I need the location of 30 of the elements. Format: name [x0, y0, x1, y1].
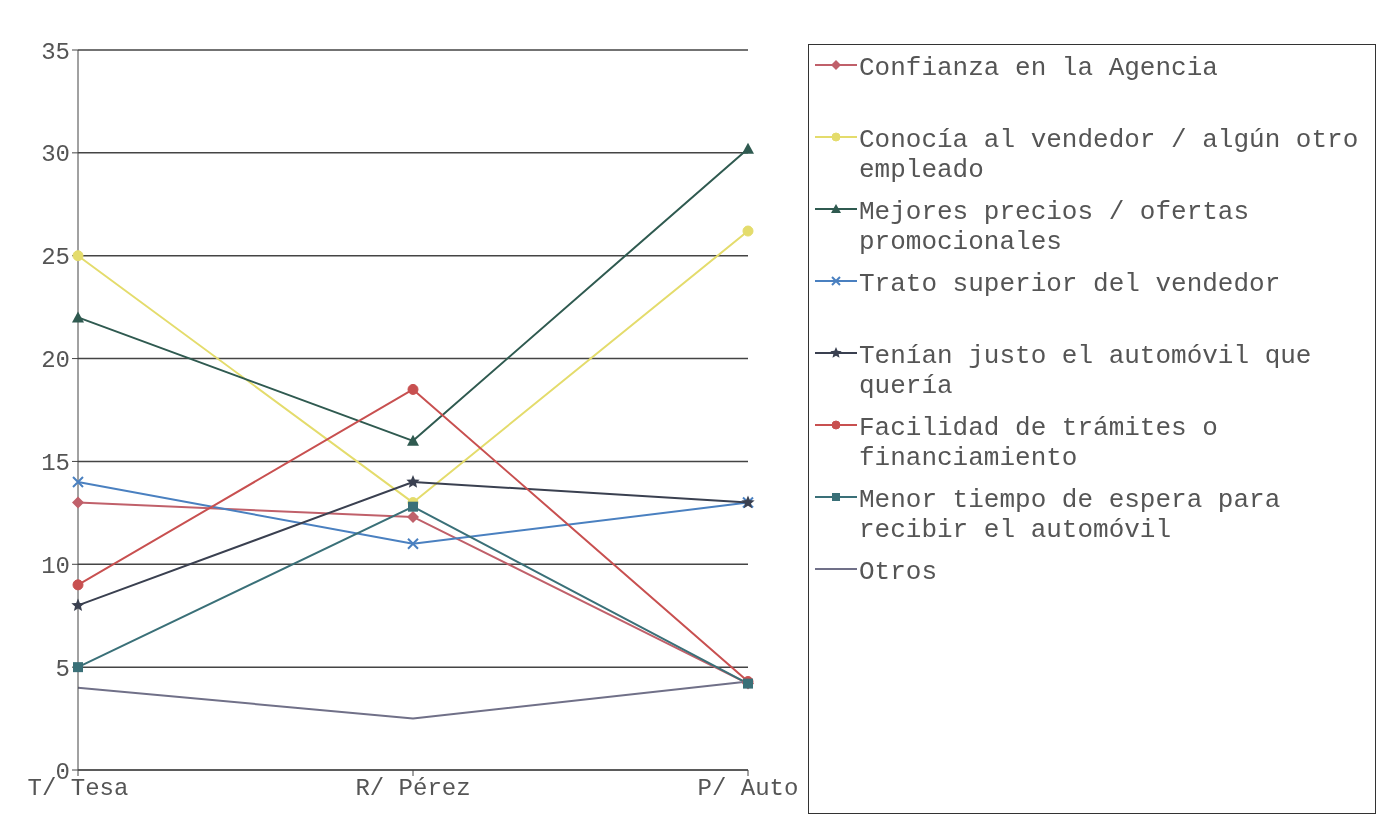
legend-label: Menor tiempo de espera para recibir el automóvil [859, 485, 1282, 545]
y-tick-label: 35 [41, 38, 70, 66]
legend-label: Trato superior del vendedor [859, 269, 1281, 299]
point [408, 501, 418, 512]
x-tick-label: P/ Auto [697, 775, 799, 803]
y-tick-label: 25 [41, 244, 70, 272]
y-tick-label: 5 [55, 655, 70, 683]
point [407, 383, 419, 395]
point [72, 476, 84, 488]
legend-label: Tenían justo el automóvil que quería [859, 341, 1313, 401]
point [71, 598, 85, 612]
point [407, 434, 419, 446]
legend-label: Conocía al vendedor / algún otro empleado [859, 125, 1360, 185]
legend-label: Confianza en la Agencia [859, 53, 1218, 83]
y-tick-label: 20 [41, 347, 70, 375]
point [407, 537, 419, 550]
point [72, 496, 84, 509]
legend-label: Otros [859, 557, 938, 587]
y-tick-label: 15 [41, 449, 70, 477]
legend-label: Mejores precios / ofertas promocionales [859, 197, 1251, 257]
point [742, 225, 754, 237]
point [72, 311, 84, 323]
legend-label: Facilidad de trámites o financiamiento [859, 413, 1219, 473]
point [407, 510, 419, 523]
y-tick-label: 10 [41, 552, 70, 580]
point [742, 142, 754, 154]
y-tick-label: 30 [41, 141, 70, 169]
point [72, 579, 84, 591]
point [406, 475, 420, 488]
x-tick-label: R/ Pérez [355, 775, 471, 803]
